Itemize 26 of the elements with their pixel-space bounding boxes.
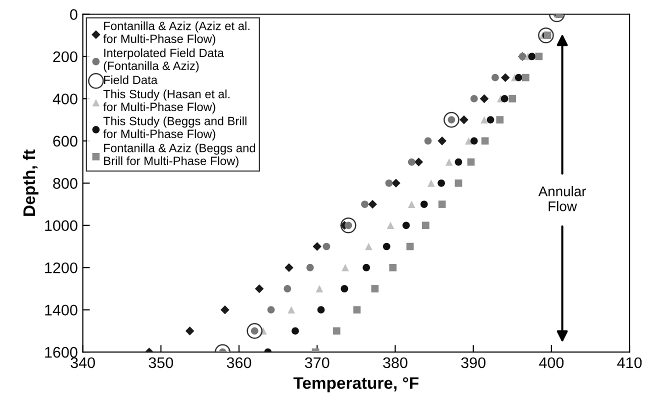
x-tick-label: 410 — [617, 357, 642, 368]
y-tick-label: 1600 — [45, 346, 78, 358]
legend-label: This Study (Hasan et al. for Multi-Phase Flow) — [103, 90, 230, 114]
y-tick-label: 1400 — [45, 304, 78, 316]
x-tick-label: 380 — [383, 357, 408, 368]
y-tick-label: 400 — [52, 94, 78, 104]
y-tick-label: 200 — [53, 51, 78, 62]
legend-label: Fontanilla & Aziz (Beggs and Brill for Multi-Phase Flow) — [104, 143, 256, 168]
y-tick-label: 1200 — [45, 262, 78, 274]
x-tick-label: 340 — [70, 357, 95, 368]
x-tick-label: 370 — [304, 357, 330, 368]
y-tick-label: 0 — [70, 9, 78, 20]
x-tick-label: 360 — [226, 357, 252, 368]
legend-label: This Study (Beggs and Brill for Multi-Phase Flow) — [103, 116, 246, 140]
legend-label: Field Data — [104, 75, 158, 84]
x-axis-title: Temperature, °F — [293, 377, 418, 392]
legend-label: Fontanilla & Aziz (Aziz et al. for Multi-Phase Flow) — [103, 21, 250, 46]
annotation: Annular Flow — [538, 186, 586, 212]
y-axis-title: Depth, ft — [22, 150, 38, 216]
y-tick-label: 800 — [53, 178, 78, 189]
y-tick-label: 600 — [53, 136, 78, 147]
x-tick-label: 390 — [461, 357, 486, 368]
legend-label: Interpolated Field Data (Fontanilla & Aziz) — [104, 48, 224, 72]
y-tick-label: 1000 — [45, 220, 78, 232]
x-tick-label: 350 — [148, 357, 174, 368]
x-tick-label: 400 — [539, 357, 564, 368]
